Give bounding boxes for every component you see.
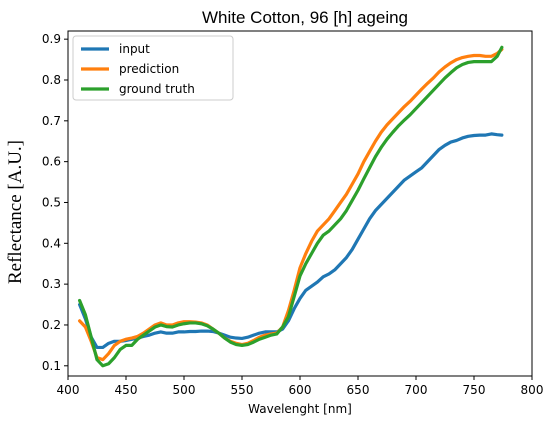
y-tick-label: 0.5 [42,195,61,209]
x-tick-label: 500 [173,383,196,397]
chart-title: White Cotton, 96 [h] ageing [202,8,408,27]
legend-box [72,35,234,101]
x-tick-label: 400 [57,383,80,397]
x-tick-label: 650 [347,383,370,397]
plot-frame [67,30,533,377]
y-tick-label: 0.7 [42,114,61,128]
y-tick-label: 0.3 [42,277,61,291]
legend-label: input [119,42,150,56]
x-tick-label: 750 [463,383,486,397]
x-tick-label: 550 [231,383,254,397]
y-tick-label: 0.2 [42,318,61,332]
legend-label: ground truth [119,82,195,96]
y-tick-label: 0.8 [42,73,61,87]
y-tick-label: 0.4 [42,236,61,250]
legend-label: prediction [119,62,179,76]
series-line-ground-truth [77,45,504,368]
x-axis: 400 450 500 550 600 650 700 750 800 [57,376,544,397]
plot-area [77,45,504,368]
x-axis-label: Wavelenght [nm] [248,402,352,416]
series-line-prediction [77,47,504,362]
y-axis: 0.1 0.2 0.3 0.4 0.5 0.6 0.7 0.8 0.9 [42,32,68,373]
x-tick-label: 600 [289,383,312,397]
y-tick-label: 0.6 [42,155,61,169]
series-line-input [77,132,504,350]
y-tick-label: 0.1 [42,359,61,373]
y-axis-label: Reflectance [A.U.] [5,140,26,284]
x-tick-label: 800 [521,383,544,397]
x-tick-label: 700 [405,383,428,397]
x-tick-label: 450 [115,383,138,397]
y-tick-label: 0.9 [42,32,61,46]
legend: input prediction ground truth [72,35,234,101]
